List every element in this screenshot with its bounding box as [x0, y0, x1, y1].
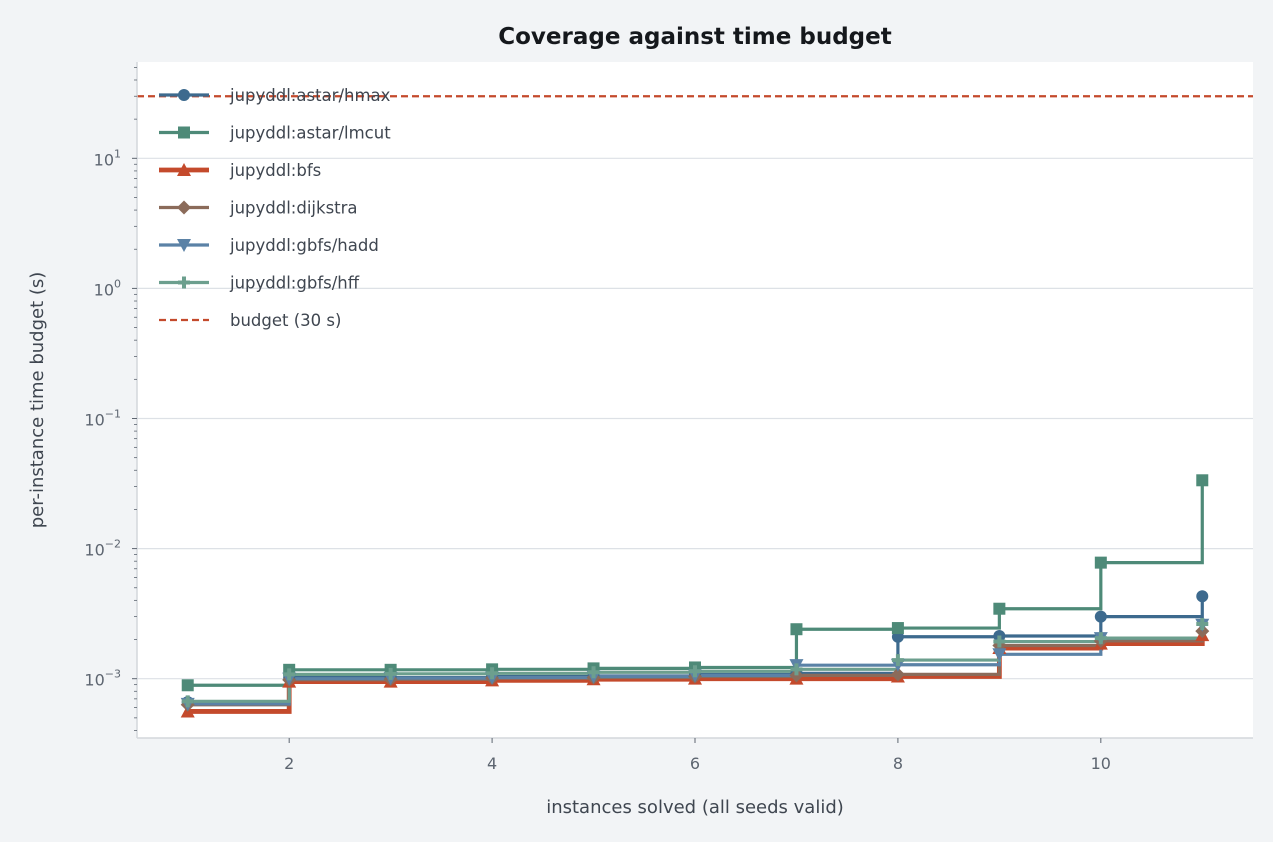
square-marker	[790, 623, 803, 636]
plus-marker	[790, 663, 803, 676]
plus-marker	[993, 635, 1006, 648]
triangle-down-marker	[177, 239, 191, 252]
square-marker	[1094, 556, 1107, 569]
y-axis-label: per-instance time budget (s)	[27, 272, 48, 529]
square-marker	[178, 126, 190, 139]
legend-item: jupyddl:gbfs/hadd	[159, 236, 379, 255]
square-marker	[181, 679, 194, 692]
legend-label: jupyddl:bfs	[229, 161, 321, 180]
y-tick-label: 101	[94, 147, 121, 169]
diamond-marker	[890, 667, 905, 682]
y-tick-label: 100	[94, 277, 121, 299]
square-marker	[993, 602, 1006, 615]
legend-label: budget (30 s)	[230, 311, 341, 330]
plus-marker	[181, 695, 194, 708]
legend-item: jupyddl:gbfs/hff	[159, 274, 360, 293]
y-tick-label: 10−2	[84, 538, 121, 560]
x-tick-label: 6	[690, 754, 700, 773]
x-ticks: 2 4 6 8 10	[284, 738, 1111, 773]
y-ticks: 10−3 10−2 10−1 100 101	[84, 66, 137, 731]
legend-label: jupyddl:astar/hmax	[229, 86, 391, 105]
legend: jupyddl:astar/hmax jupyddl:astar/lmcut jup…	[159, 86, 391, 330]
plus-marker	[891, 654, 904, 667]
x-axis-label: instances solved (all seeds valid)	[546, 797, 844, 818]
triangle-up-marker	[177, 163, 191, 176]
triangle-down-marker	[992, 648, 1007, 662]
circle-marker	[1094, 610, 1107, 623]
y-tick-label: 10−1	[84, 408, 121, 430]
circle-marker	[1196, 590, 1209, 603]
legend-item: jupyddl:bfs	[159, 161, 321, 180]
x-tick-label: 8	[893, 754, 903, 773]
plus-marker	[1094, 632, 1107, 645]
legend-label: jupyddl:astar/lmcut	[229, 124, 391, 143]
chart-title: Coverage against time budget	[498, 24, 891, 50]
x-tick-label: 2	[284, 754, 294, 773]
plot-area	[137, 62, 1253, 738]
square-marker	[891, 622, 904, 635]
y-tick-label: 10−3	[84, 668, 121, 690]
diamond-marker	[177, 200, 191, 215]
x-tick-label: 10	[1091, 754, 1111, 773]
square-marker	[1196, 474, 1209, 487]
plus-marker	[486, 667, 499, 680]
plus-marker	[587, 666, 600, 679]
series-line-1	[187, 480, 1204, 687]
legend-label: jupyddl:dijkstra	[229, 199, 358, 218]
diamond-marker	[789, 668, 804, 683]
legend-item: budget (30 s)	[159, 311, 341, 330]
circle-marker	[178, 89, 190, 101]
plus-marker	[283, 668, 296, 681]
plus-marker	[178, 276, 190, 289]
plus-marker	[689, 665, 701, 678]
x-tick-label: 4	[487, 754, 497, 773]
plus-marker	[384, 667, 397, 680]
series-markers	[180, 474, 1210, 718]
legend-item: jupyddl:dijkstra	[159, 199, 358, 218]
legend-label: jupyddl:gbfs/hff	[229, 274, 360, 293]
plus-marker	[1196, 618, 1209, 631]
legend-label: jupyddl:gbfs/hadd	[229, 236, 379, 255]
legend-item: jupyddl:astar/lmcut	[159, 124, 391, 143]
legend-item: jupyddl:astar/hmax	[159, 86, 391, 105]
